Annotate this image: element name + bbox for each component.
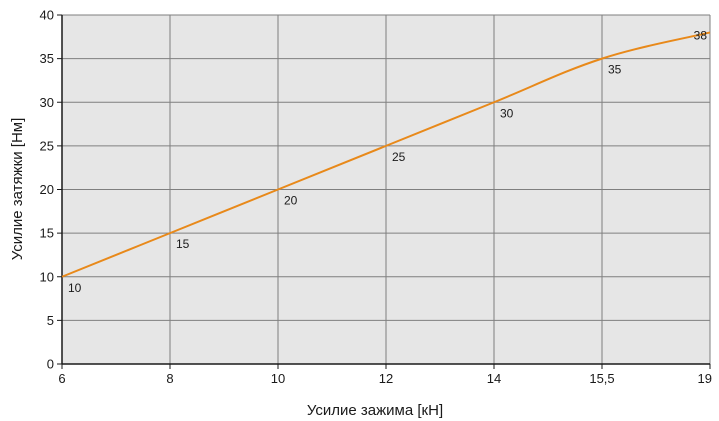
y-tick-label: 30 (40, 95, 54, 110)
data-label-20: 20 (284, 194, 298, 208)
x-tick-label: 8 (166, 371, 173, 386)
y-tick-label: 10 (40, 269, 54, 284)
y-axis-label: Усилие затяжки [Нм] (9, 118, 26, 261)
y-tick-label: 15 (40, 226, 54, 241)
x-tick-label: 12 (379, 371, 393, 386)
data-label-10: 10 (68, 281, 82, 295)
data-label-35: 35 (608, 63, 622, 77)
data-label-38: 38 (694, 28, 708, 42)
y-tick-labels: 0 5 10 15 20 25 30 35 40 (40, 8, 62, 372)
x-tick-label: 10 (271, 371, 285, 386)
x-tick-label: 6 (58, 371, 65, 386)
data-label-30: 30 (500, 106, 514, 120)
y-tick-label: 20 (40, 182, 54, 197)
y-tick-label: 5 (47, 313, 54, 328)
x-axis-label: Усилие зажима [кН] (307, 402, 443, 419)
data-label-15: 15 (176, 237, 190, 251)
data-label-25: 25 (392, 150, 406, 164)
x-tick-labels: 6 8 10 12 14 15,5 19 (58, 364, 712, 386)
y-tick-label: 0 (47, 357, 54, 372)
x-tick-label: 19 (698, 371, 712, 386)
x-tick-label: 14 (487, 371, 501, 386)
y-tick-label: 35 (40, 51, 54, 66)
data-labels: 10 15 20 25 30 35 38 (68, 28, 707, 294)
y-tick-label: 40 (40, 8, 54, 23)
series-line (61, 31, 711, 278)
y-tick-label: 25 (40, 138, 54, 153)
x-tick-label: 15,5 (589, 371, 614, 386)
